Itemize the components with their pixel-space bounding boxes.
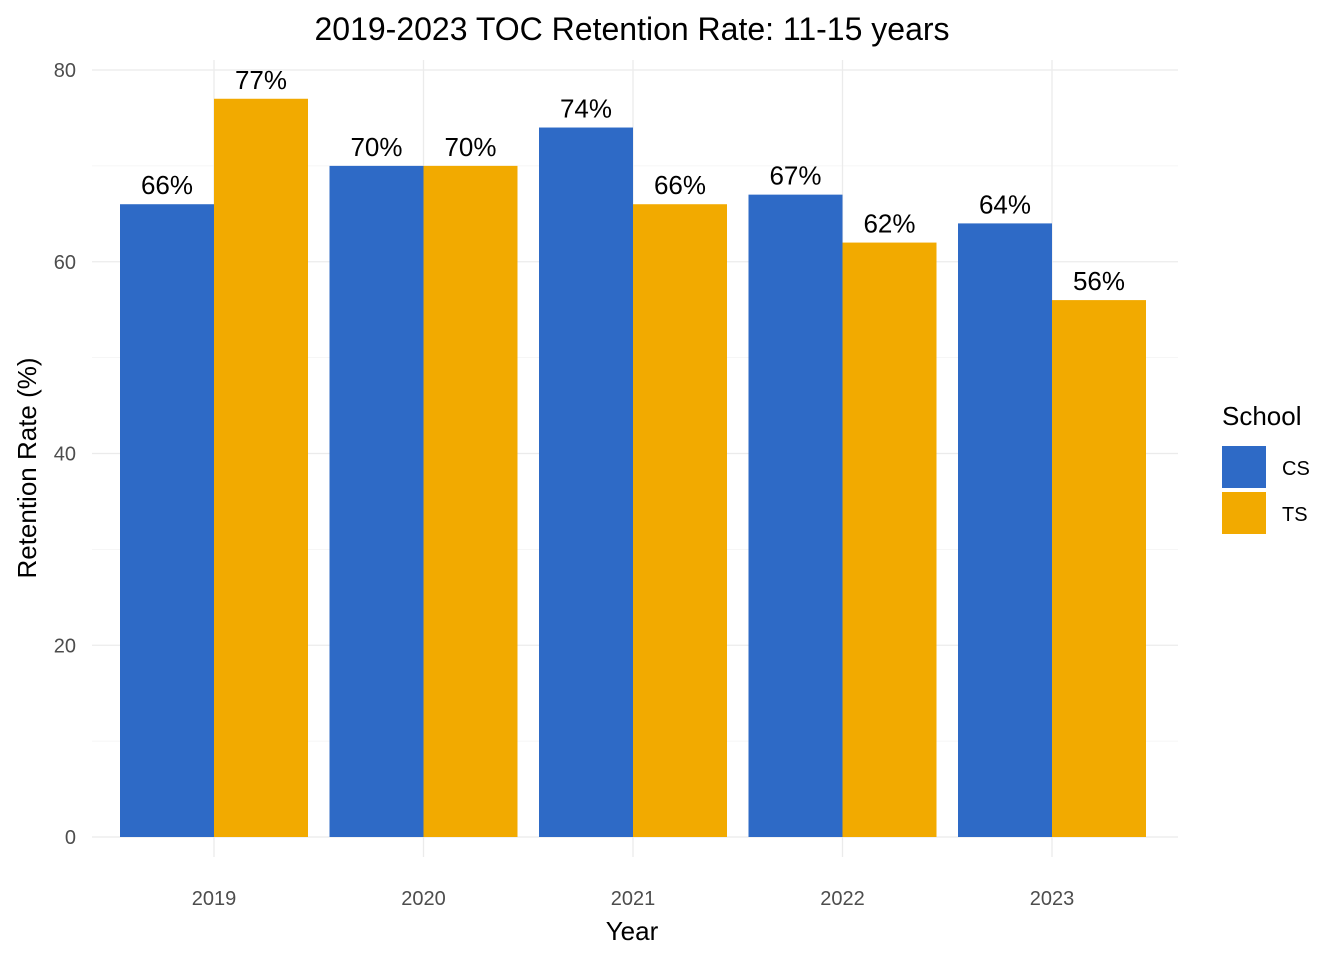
bar-label-ts-2021: 66% (654, 170, 706, 200)
bar-label-ts-2020: 70% (444, 132, 496, 162)
x-tick-label: 2020 (401, 888, 446, 910)
bar-ts-2020 (423, 165, 518, 837)
bar-label-ts-2019: 77% (235, 65, 287, 95)
y-tick-label: 40 (54, 444, 76, 466)
bar-label-cs-2020: 70% (350, 132, 402, 162)
bar-cs-2023 (958, 223, 1052, 837)
bar-labels: 66% 70% 74% 67% 64% 77% 70% 66% 62% 56% (141, 65, 1125, 296)
y-tick-label: 0 (65, 827, 76, 849)
y-tick-label: 80 (54, 60, 76, 82)
legend: School CS TS (1222, 401, 1310, 534)
bar-ts-2021 (633, 204, 727, 838)
bar-label-ts-2022: 62% (863, 209, 915, 239)
bar-ts-2019 (214, 98, 308, 837)
bar-label-cs-2023: 64% (979, 189, 1031, 219)
legend-label-ts: TS (1282, 504, 1308, 526)
bars (120, 98, 1146, 838)
y-axis-title: Retention Rate (%) (12, 357, 42, 578)
legend-swatch-cs (1222, 446, 1266, 488)
y-axis-ticks: 0 20 40 60 80 (54, 60, 76, 849)
bar-label-cs-2021: 74% (560, 94, 612, 124)
legend-swatch-ts (1222, 492, 1266, 534)
bar-cs-2021 (539, 127, 633, 837)
x-axis-ticks: 2019 2020 2021 2022 2023 (192, 888, 1075, 910)
x-tick-label: 2019 (192, 888, 237, 910)
x-tick-label: 2021 (611, 888, 656, 910)
legend-items: CS TS (1222, 446, 1310, 534)
legend-label-cs: CS (1282, 458, 1310, 480)
legend-title: School (1222, 401, 1302, 431)
x-tick-label: 2023 (1030, 888, 1075, 910)
bar-cs-2020 (329, 165, 424, 837)
chart-title: 2019-2023 TOC Retention Rate: 11-15 year… (314, 11, 949, 47)
y-tick-label: 60 (54, 252, 76, 274)
x-axis-title: Year (606, 916, 659, 946)
x-tick-label: 2022 (820, 888, 865, 910)
bar-label-cs-2022: 67% (769, 161, 821, 191)
bar-ts-2023 (1052, 300, 1146, 838)
bar-ts-2022 (842, 242, 937, 837)
bar-label-cs-2019: 66% (141, 170, 193, 200)
bar-label-ts-2023: 56% (1073, 266, 1125, 296)
bar-cs-2022 (748, 194, 843, 837)
bar-cs-2019 (120, 204, 214, 838)
y-tick-label: 20 (54, 635, 76, 657)
